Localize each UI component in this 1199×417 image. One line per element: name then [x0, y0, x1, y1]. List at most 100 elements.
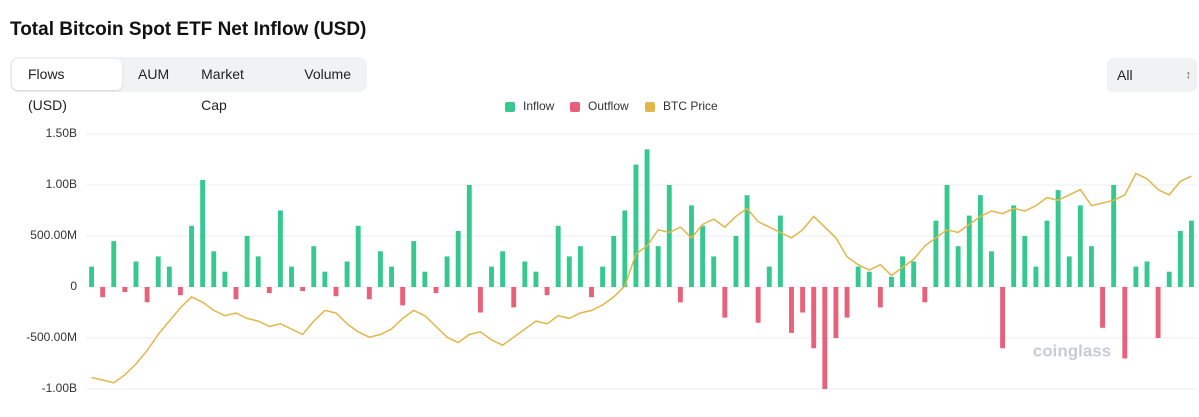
bar [366, 287, 372, 300]
bar [389, 266, 394, 287]
bar [566, 256, 572, 287]
bar [833, 287, 839, 338]
tab[interactable]: AUM [138, 66, 170, 82]
page-title: Total Bitcoin Spot ETF Net Inflow (USD) [10, 19, 367, 40]
price-line [91, 172, 1192, 384]
bar [289, 266, 294, 287]
bar [744, 195, 750, 287]
y-tick-label: -1.00B [42, 381, 77, 395]
bar [633, 164, 639, 287]
bar [1111, 185, 1117, 287]
bar [1044, 220, 1050, 287]
bar [100, 287, 106, 298]
bar [1077, 205, 1083, 287]
legend-swatch [645, 102, 655, 112]
legend-label: Inflow [523, 99, 555, 113]
bar [300, 287, 306, 292]
bar [877, 287, 883, 308]
bar [577, 246, 583, 287]
bar [733, 236, 739, 287]
bar [433, 287, 439, 294]
bar [844, 287, 850, 318]
bar [511, 287, 517, 308]
bar [333, 287, 339, 297]
bar [111, 241, 117, 287]
tab[interactable]: Flows (USD) [12, 59, 123, 113]
bar [944, 185, 950, 287]
bar [689, 205, 694, 287]
bar [600, 266, 606, 287]
bar [722, 287, 728, 318]
bar [255, 256, 261, 287]
bar [611, 236, 617, 287]
bar [811, 287, 817, 349]
bar [1100, 287, 1106, 328]
bar [777, 215, 783, 287]
bar [522, 261, 528, 287]
bar [400, 287, 406, 306]
bar [589, 287, 594, 298]
bar [444, 256, 450, 287]
bar [1066, 256, 1072, 287]
bar [544, 287, 550, 296]
bar [266, 287, 272, 294]
bar [1166, 271, 1172, 287]
y-tick-label: 1.50B [46, 126, 77, 140]
bar [122, 287, 128, 293]
bar [489, 266, 494, 287]
bar [866, 271, 872, 287]
bar [922, 287, 928, 303]
bar [822, 287, 828, 389]
bar [222, 271, 228, 287]
bar [800, 287, 806, 313]
bar [1089, 246, 1094, 287]
bar [411, 241, 417, 287]
tab-bar: Flows (USD) AUM Market Cap Volume [10, 57, 367, 113]
bar [1122, 287, 1128, 359]
bar [1011, 205, 1017, 287]
bar [500, 251, 506, 287]
bar [244, 236, 250, 287]
bar [855, 266, 861, 287]
bar [233, 287, 239, 300]
bar [422, 271, 428, 287]
bar [1000, 287, 1006, 349]
bar [211, 251, 217, 287]
bar [977, 195, 983, 287]
bar [377, 251, 383, 287]
bar [133, 261, 139, 287]
y-tick-label: 500.00M [30, 228, 77, 242]
bar [789, 287, 794, 333]
bar [1055, 190, 1061, 287]
bar [311, 246, 317, 287]
bar [966, 215, 972, 287]
tab[interactable]: Market Cap [201, 66, 244, 113]
legend-swatch [570, 102, 580, 112]
legend-swatch [505, 102, 515, 112]
bar [277, 210, 283, 287]
bar [155, 256, 161, 287]
bar [1144, 261, 1150, 287]
bar [1177, 230, 1183, 287]
bar [166, 266, 172, 287]
bar [1022, 236, 1028, 287]
bar [355, 225, 361, 287]
range-select[interactable]: All [1107, 58, 1197, 92]
bar [555, 225, 561, 287]
bar [177, 287, 183, 296]
legend-label: BTC Price [663, 99, 718, 113]
bar [89, 266, 94, 287]
legend-label: Outflow [588, 99, 629, 113]
bar [700, 225, 706, 287]
y-tick-label: -500.00M [26, 330, 77, 344]
bar [455, 230, 461, 287]
bar [644, 149, 650, 287]
bar [1155, 287, 1161, 338]
tab[interactable]: Volume [304, 66, 351, 82]
bar [766, 266, 772, 287]
bar [533, 271, 539, 287]
bar [344, 261, 350, 287]
y-tick-label: 1.00B [46, 177, 77, 191]
